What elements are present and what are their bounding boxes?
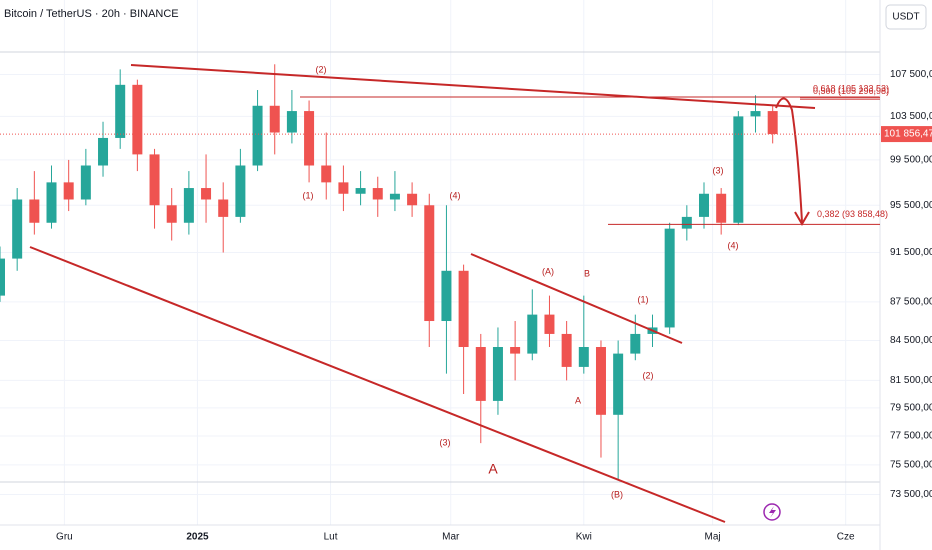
last-price-label: 101 856,47 bbox=[884, 129, 932, 140]
y-tick-label: 75 500,00 bbox=[890, 460, 932, 471]
wave-labels: (2) (1) (4) (3) A (A) B A (B) (1) (2) (3… bbox=[303, 64, 739, 499]
candle-body bbox=[681, 216, 692, 229]
y-tick-label: 81 500,00 bbox=[890, 375, 932, 386]
candle-body bbox=[252, 105, 263, 166]
trendline bbox=[29, 246, 726, 523]
y-tick-label: 91 500,00 bbox=[890, 247, 932, 258]
y-tick-label: 73 500,00 bbox=[890, 489, 932, 500]
wave-label: A bbox=[488, 461, 498, 477]
candle-body bbox=[750, 111, 761, 117]
wave-label: (4) bbox=[450, 190, 461, 200]
candle-body bbox=[183, 188, 194, 223]
wave-label: (3) bbox=[440, 437, 451, 447]
wave-label: (1) bbox=[638, 294, 649, 304]
chart-title: Bitcoin / TetherUS · 20h · BINANCE bbox=[4, 8, 179, 20]
candle-body bbox=[338, 182, 349, 194]
candle-body bbox=[269, 105, 280, 133]
y-tick-label: 99 500,00 bbox=[890, 155, 932, 166]
y-tick-label: 77 500,00 bbox=[890, 431, 932, 442]
candle-body bbox=[372, 188, 383, 200]
fib-label: 0,500 (105 296,98) bbox=[813, 86, 889, 96]
candle-body bbox=[201, 188, 212, 200]
currency-button[interactable]: USDT bbox=[885, 4, 927, 30]
wave-label: (A) bbox=[542, 266, 554, 276]
alert-circle[interactable] bbox=[763, 503, 781, 521]
button-label[interactable]: USDT bbox=[892, 12, 919, 23]
y-tick-label: 79 500,00 bbox=[890, 402, 932, 413]
x-tick-label: Cze bbox=[837, 532, 855, 543]
wave-label: (3) bbox=[713, 165, 724, 175]
candle-body bbox=[0, 258, 5, 296]
candle-body bbox=[544, 314, 555, 334]
candle-body bbox=[46, 182, 57, 223]
candle-body bbox=[132, 84, 143, 155]
candle-body bbox=[578, 347, 589, 367]
trendline bbox=[470, 253, 683, 344]
candle-body bbox=[510, 347, 521, 354]
y-tick-label: 84 500,00 bbox=[890, 335, 932, 346]
candle-body bbox=[286, 111, 297, 133]
candle-body bbox=[613, 353, 624, 415]
candle-body bbox=[716, 193, 727, 223]
candle-body bbox=[389, 193, 400, 200]
candle-body bbox=[475, 347, 486, 401]
y-tick-label: 87 500,00 bbox=[890, 297, 932, 308]
candle-body bbox=[235, 165, 246, 217]
candle-body bbox=[304, 111, 315, 166]
wave-label: (2) bbox=[316, 64, 327, 74]
wave-label: (2) bbox=[643, 370, 654, 380]
fib-label: 0,618 (105 133,53) bbox=[813, 83, 889, 93]
candle-body bbox=[441, 270, 452, 322]
y-tick-label: 95 500,00 bbox=[890, 200, 932, 211]
candle-body bbox=[733, 116, 744, 223]
wave-label: A bbox=[575, 395, 581, 405]
y-tick-label: 107 500,00 bbox=[890, 69, 932, 80]
candle-body bbox=[699, 193, 709, 217]
candle-body bbox=[12, 199, 23, 259]
candle-body bbox=[458, 270, 469, 348]
wave-label: (4) bbox=[728, 240, 739, 250]
candle-body bbox=[166, 205, 177, 223]
candle-body bbox=[115, 84, 126, 138]
button-frame[interactable] bbox=[885, 4, 927, 30]
candle-body bbox=[29, 199, 40, 223]
wave-label: B bbox=[584, 268, 590, 278]
x-tick-label: Lut bbox=[324, 532, 338, 543]
grid bbox=[0, 0, 880, 525]
projection-arrow bbox=[775, 97, 803, 223]
candle-body bbox=[218, 199, 229, 217]
overlay: 0,382 (93 858,48) 0,618 (105 133,53)0,500… bbox=[0, 83, 932, 225]
last-price-box bbox=[881, 126, 932, 143]
candle-body bbox=[98, 137, 109, 166]
candle-body bbox=[149, 154, 160, 206]
y-tick-label: 103 500,00 bbox=[890, 111, 932, 122]
x-tick-label: Mar bbox=[442, 532, 460, 543]
candle-body bbox=[355, 188, 366, 194]
candle-body bbox=[424, 205, 435, 322]
alert-icon[interactable] bbox=[763, 503, 781, 521]
wave-label: (B) bbox=[611, 489, 623, 499]
candle-body bbox=[63, 182, 74, 200]
x-tick-label: Kwi bbox=[576, 532, 592, 543]
candle-body bbox=[492, 347, 503, 401]
candle-body bbox=[527, 314, 538, 354]
fib-label: 0,382 (93 858,48) bbox=[817, 209, 888, 219]
candle-body bbox=[561, 333, 572, 367]
candle-body bbox=[767, 111, 778, 135]
trendline bbox=[130, 64, 816, 109]
candle-body bbox=[595, 347, 606, 415]
candles bbox=[0, 64, 778, 480]
wave-label: (1) bbox=[303, 190, 314, 200]
x-tick-label: Maj bbox=[705, 532, 721, 543]
candle-body bbox=[630, 333, 641, 354]
candle-body bbox=[80, 165, 91, 200]
x-tick-label: 2025 bbox=[186, 532, 209, 543]
candle-body bbox=[407, 193, 418, 206]
candle-body bbox=[321, 165, 332, 183]
alert-bolt[interactable] bbox=[769, 506, 776, 518]
x-tick-label: Gru bbox=[56, 532, 73, 543]
candle-body bbox=[664, 228, 675, 328]
